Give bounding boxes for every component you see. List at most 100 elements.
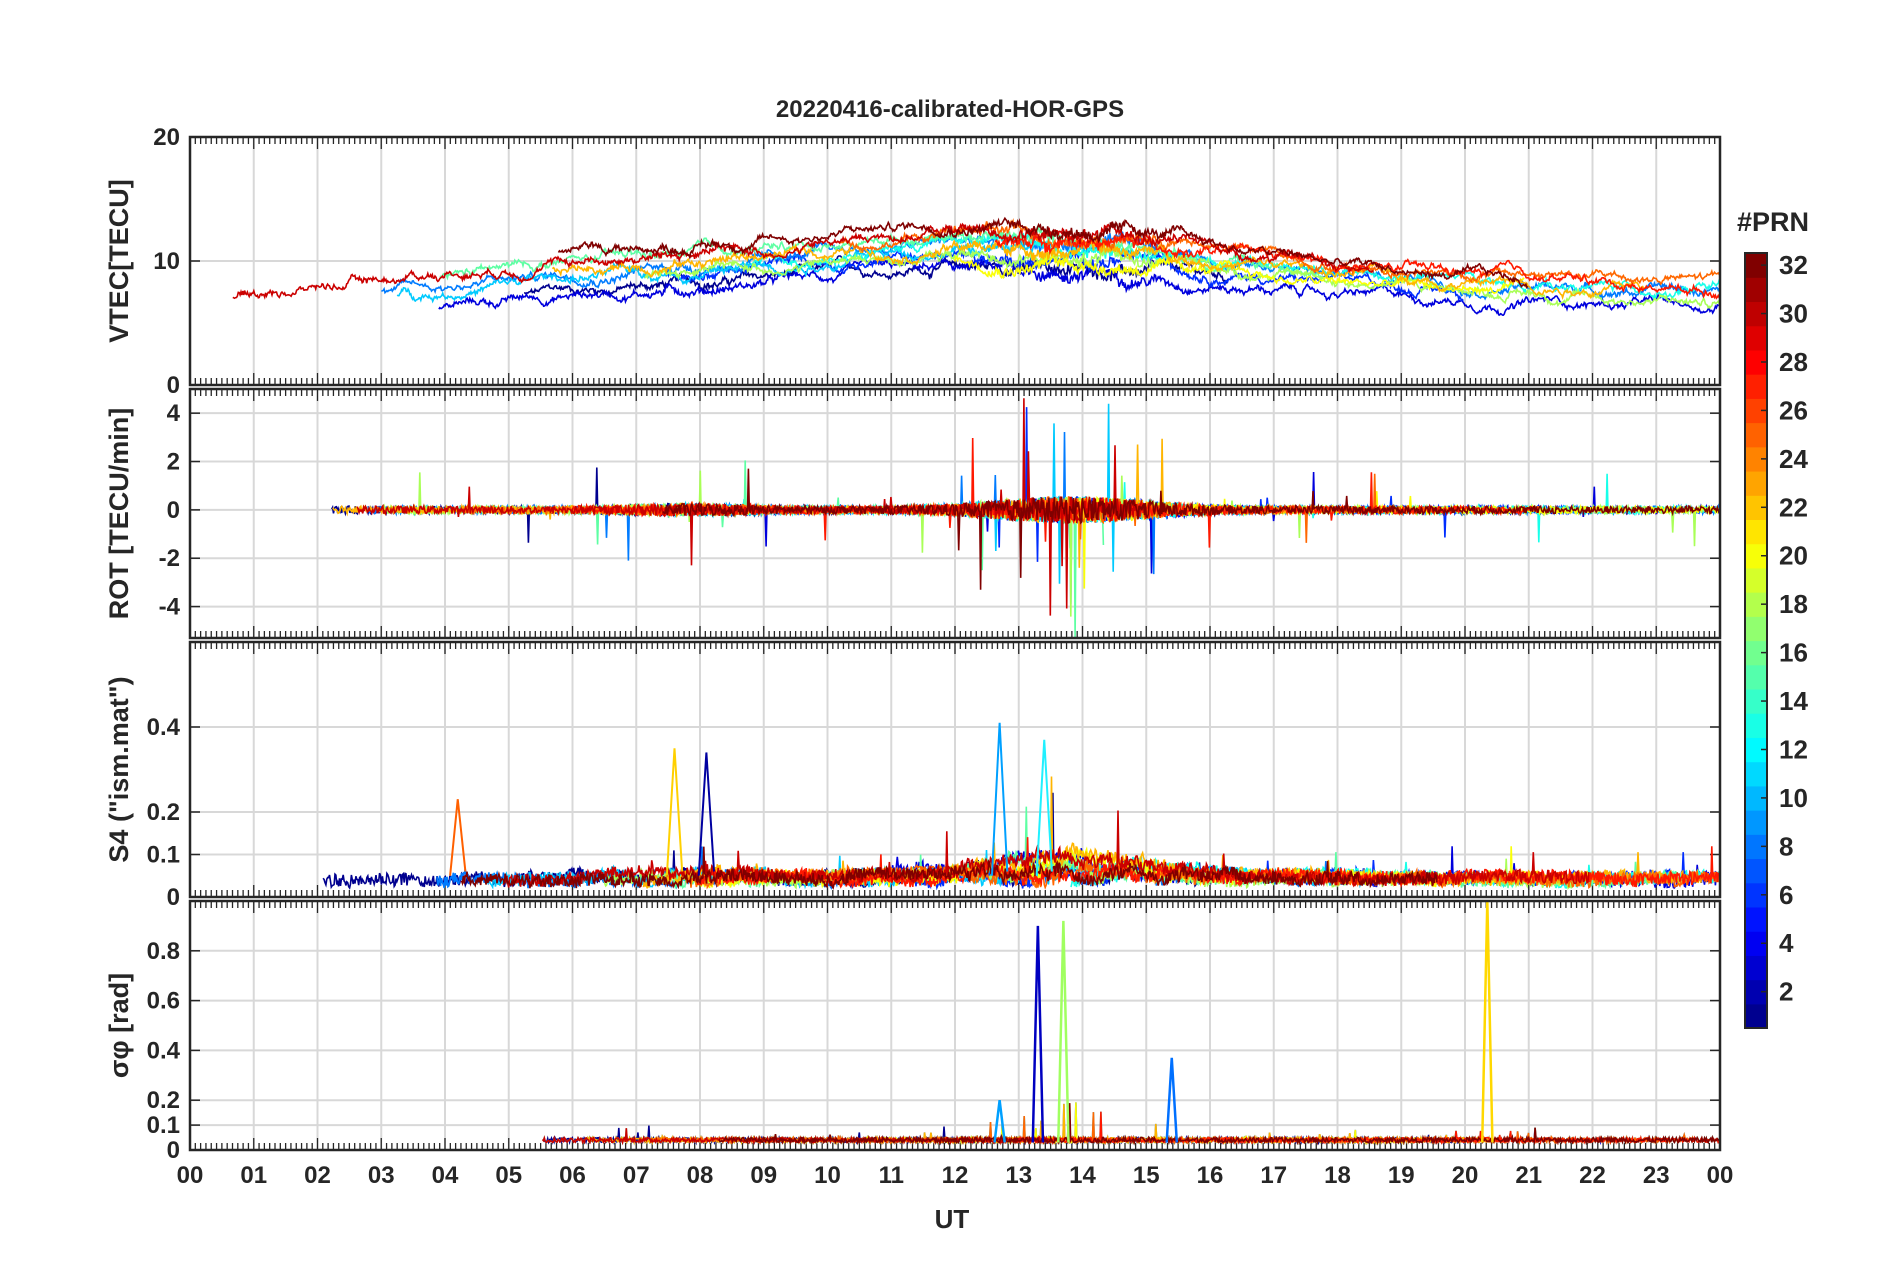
x-tick-label: 07 — [623, 1162, 650, 1189]
y-tick-label: 0.6 — [147, 988, 180, 1015]
data-spike — [449, 799, 467, 876]
colorbar-segment — [1745, 519, 1767, 545]
panel-s4: 0 0.1 0.2 0.4 S4 ("ism.mat") — [104, 640, 1722, 911]
colorbar-segment — [1745, 688, 1767, 714]
colorbar-segment — [1745, 616, 1767, 642]
x-tick-label: 02 — [304, 1162, 331, 1189]
colorbar-segment — [1745, 253, 1767, 278]
colorbar-segment — [1745, 398, 1767, 424]
y-tick-label: 0.1 — [147, 1112, 180, 1139]
colorbar-segment — [1745, 543, 1767, 569]
colorbar-segment — [1745, 470, 1767, 496]
data-spike — [993, 1100, 1006, 1143]
colorbar-segment — [1745, 301, 1767, 327]
data-spike — [697, 752, 716, 876]
colorbar-tick-label: 14 — [1779, 686, 1808, 716]
y-tick-label: 4 — [167, 400, 181, 427]
colorbar-segment — [1745, 1003, 1767, 1029]
y-tick-label: 0.4 — [147, 714, 181, 741]
data-trace-vtec — [994, 230, 1721, 300]
x-tick-label: 18 — [1324, 1162, 1351, 1189]
x-tick-label: 03 — [368, 1162, 395, 1189]
y-axis-label: VTEC[TECU] — [104, 179, 134, 343]
data-spike — [1031, 925, 1045, 1143]
colorbar-segment — [1745, 640, 1767, 666]
colorbar-segment — [1745, 713, 1767, 738]
data-spike — [1165, 1057, 1179, 1143]
panel-frame — [188, 640, 1722, 899]
y-tick-label: 0 — [167, 372, 180, 399]
x-tick-label: 17 — [1260, 1162, 1287, 1189]
colorbar-segment — [1745, 664, 1767, 690]
colorbar-segment — [1745, 446, 1767, 472]
colorbar-tick-label: 32 — [1779, 250, 1808, 280]
x-axis-label: UT — [935, 1204, 970, 1234]
y-tick-label: 0.8 — [147, 938, 180, 965]
colorbar-tick-label: 18 — [1779, 589, 1808, 619]
x-tick-label: 06 — [559, 1162, 586, 1189]
panel-vtec: 0 10 20 VTEC[TECU] — [104, 124, 1722, 399]
x-tick-label: 19 — [1388, 1162, 1415, 1189]
chart-title: 20220416-calibrated-HOR-GPS — [776, 96, 1124, 123]
colorbar-segment — [1745, 567, 1767, 593]
colorbar-tick-label: 28 — [1779, 347, 1808, 377]
y-tick-label: -2 — [159, 545, 180, 572]
colorbar-title: #PRN — [1737, 207, 1809, 237]
y-tick-label: 20 — [153, 124, 180, 151]
panel-frame — [188, 387, 1722, 640]
colorbar-segment — [1745, 349, 1767, 375]
colorbar-segment — [1745, 761, 1767, 787]
colorbar-tick-label: 24 — [1779, 444, 1808, 474]
data-trace-vtec — [524, 255, 1229, 297]
y-tick-label: -4 — [159, 594, 181, 621]
colorbar-tick-label: 22 — [1779, 492, 1808, 522]
panel-frame — [188, 135, 1722, 387]
data-trace-sigma — [718, 1103, 1721, 1146]
y-tick-label: 0 — [167, 497, 180, 524]
colorbar-tick-label: 4 — [1779, 928, 1794, 958]
colorbar-segment — [1745, 810, 1767, 835]
x-tick-label: 00 — [177, 1162, 204, 1189]
colorbar-tick-label: 6 — [1779, 880, 1793, 910]
colorbar-tick-label: 12 — [1779, 734, 1808, 764]
panel-sigma: 00.10.2 0.4 0.6 0.8 σφ [rad] — [104, 899, 1722, 1164]
colorbar-tick-label: 16 — [1779, 638, 1808, 668]
data-spike — [990, 722, 1009, 876]
y-tick-label: 0 — [167, 884, 180, 911]
colorbar-tick-label: 2 — [1779, 977, 1793, 1007]
data-spike — [1035, 739, 1053, 876]
colorbar-segment — [1745, 737, 1767, 763]
x-tick-label: 13 — [1005, 1162, 1032, 1189]
colorbar-tick-label: 30 — [1779, 299, 1808, 329]
colorbar-segment — [1745, 834, 1767, 860]
data-trace-s4 — [460, 846, 1438, 890]
colorbar-segment — [1745, 495, 1767, 521]
x-tick-label: 14 — [1069, 1162, 1096, 1189]
colorbar-segment — [1745, 882, 1767, 908]
y-tick-label: 10 — [153, 248, 180, 275]
data-trace-vtec — [396, 236, 1049, 304]
x-tick-label: 08 — [687, 1162, 714, 1189]
data-trace-vtec — [232, 220, 1374, 300]
data-spike — [665, 748, 684, 876]
panel-rot: -4 -2 0 2 4 ROT [TECU/min] — [104, 387, 1722, 640]
colorbar-segment — [1745, 592, 1767, 617]
x-tick-label: 04 — [432, 1162, 459, 1189]
data-spike — [1057, 920, 1070, 1143]
x-tick-label: 05 — [495, 1162, 522, 1189]
data-trace-vtec — [438, 255, 1721, 317]
x-tick-label: 15 — [1133, 1162, 1160, 1189]
x-tick-label: 22 — [1579, 1162, 1606, 1189]
colorbar-frame — [1744, 252, 1768, 1029]
data-trace-vtec — [751, 231, 1721, 301]
y-axis-label: σφ [rad] — [104, 973, 134, 1078]
x-tick-label: 12 — [942, 1162, 969, 1189]
y-tick-label: 0.2 — [147, 1087, 180, 1114]
colorbar-segment — [1745, 906, 1767, 932]
colorbar-tick-label: 26 — [1779, 395, 1808, 425]
colorbar-segment — [1745, 858, 1767, 884]
x-tick-label: 21 — [1515, 1162, 1542, 1189]
